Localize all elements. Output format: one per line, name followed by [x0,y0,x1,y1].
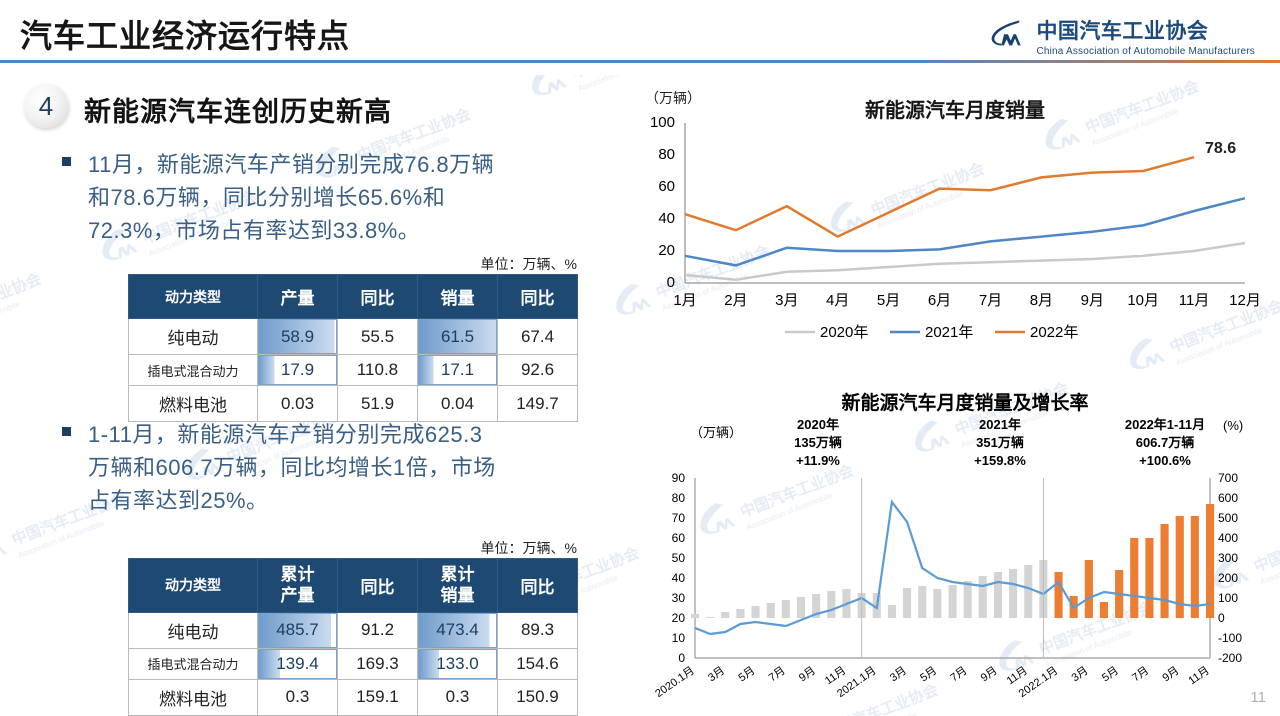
svg-text:0: 0 [1218,611,1225,625]
svg-text:200: 200 [1218,571,1238,585]
svg-text:30: 30 [672,591,686,605]
svg-text:80: 80 [658,146,675,163]
svg-text:100: 100 [650,114,675,131]
svg-text:5月: 5月 [877,292,900,309]
svg-text:78.6: 78.6 [1205,140,1236,157]
svg-text:2022年: 2022年 [1030,324,1078,341]
svg-text:5月: 5月 [918,665,939,685]
svg-text:60: 60 [658,178,675,195]
svg-text:70: 70 [672,511,686,525]
svg-text:40: 40 [672,571,686,585]
svg-text:20: 20 [672,611,686,625]
svg-text:10: 10 [672,631,686,645]
svg-text:3月: 3月 [775,292,798,309]
svg-text:40: 40 [658,210,675,227]
svg-text:4月: 4月 [826,292,849,309]
svg-text:20: 20 [658,242,675,259]
svg-text:12月: 12月 [1229,292,1261,309]
svg-text:60: 60 [672,531,686,545]
svg-text:9月: 9月 [1081,292,1104,309]
svg-text:-200: -200 [1218,651,1242,665]
svg-text:3月: 3月 [888,665,909,685]
svg-text:400: 400 [1218,531,1238,545]
svg-text:5月: 5月 [736,665,757,685]
svg-text:100: 100 [1218,591,1238,605]
svg-text:600: 600 [1218,491,1238,505]
svg-text:11月: 11月 [1179,292,1210,309]
svg-text:9月: 9月 [1161,665,1182,685]
svg-text:0: 0 [667,274,675,291]
svg-text:1月: 1月 [673,292,696,309]
svg-text:90: 90 [672,471,686,485]
svg-text:9月: 9月 [979,665,1000,685]
svg-text:2020年: 2020年 [820,324,868,341]
svg-text:2月: 2月 [724,292,747,309]
svg-text:11月: 11月 [1186,665,1211,688]
svg-text:9月: 9月 [797,665,818,685]
svg-text:500: 500 [1218,511,1238,525]
svg-text:2020.1月: 2020.1月 [653,665,696,700]
svg-text:80: 80 [672,491,686,505]
svg-text:7月: 7月 [767,665,788,685]
svg-text:3月: 3月 [706,665,727,685]
svg-text:7月: 7月 [948,665,969,685]
svg-text:0: 0 [678,651,685,665]
svg-text:7月: 7月 [1130,665,1151,685]
svg-text:3月: 3月 [1070,665,1091,685]
svg-text:10月: 10月 [1127,292,1159,309]
svg-text:6月: 6月 [928,292,951,309]
svg-text:5月: 5月 [1100,665,1121,685]
svg-text:2021年: 2021年 [925,324,973,341]
svg-text:300: 300 [1218,551,1238,565]
svg-text:8月: 8月 [1030,292,1053,309]
svg-text:50: 50 [672,551,686,565]
svg-text:7月: 7月 [979,292,1002,309]
svg-text:700: 700 [1218,471,1238,485]
svg-text:-100: -100 [1218,631,1242,645]
